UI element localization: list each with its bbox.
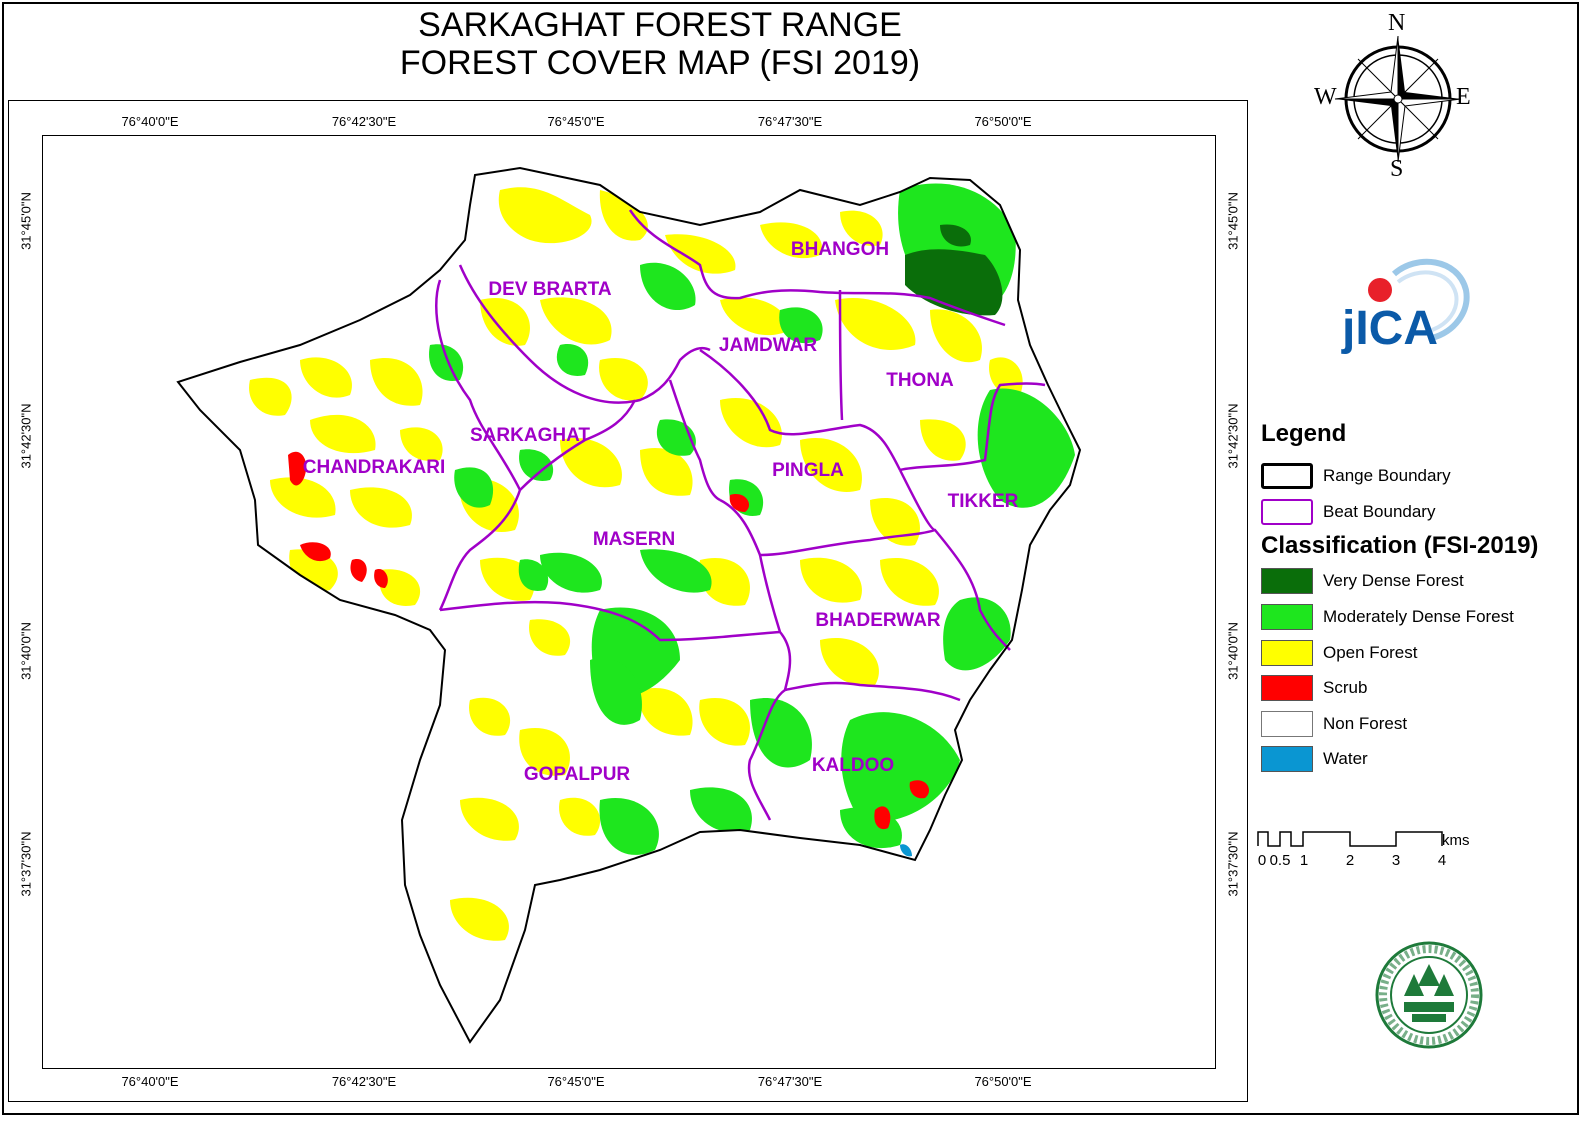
legend-label: Very Dense Forest [1323,571,1464,590]
lon-tick-bottom: 76°47'30"E [757,1074,823,1089]
scale-label: 1 [1299,852,1309,869]
lon-tick-top: 76°42'30"E [331,114,397,129]
beat-boundaries [435,209,1046,821]
lon-tick-bottom: 76°42'30"E [331,1074,397,1089]
very-dense-forest-swatch [1261,568,1313,594]
scale-label: 0.5 [1269,852,1291,869]
compass-rose-graphic [1334,35,1462,163]
forest-department-seal-icon [1374,940,1484,1050]
compass-west-label: W [1314,84,1337,110]
legend-item-class: Very Dense Forest [1261,567,1464,595]
beat-label-chandrakari: CHANDRAKARI [302,457,446,478]
beat-label-tikker: TIKKER [947,491,1019,512]
legend-label: Moderately Dense Forest [1323,607,1514,626]
scale-label: 2 [1345,852,1355,869]
lon-tick-top: 76°50'0"E [974,114,1032,129]
beat-label-jamdwar: JAMDWAR [718,335,818,356]
water-swatch [1261,746,1313,772]
scale-bar: 0 0.5 1 2 3 4 kms [1256,828,1486,878]
classification-title: Classification (FSI-2019) [1261,532,1539,559]
legend-item-class: Water [1261,745,1368,773]
range-boundary [176,166,1082,1044]
legend-item-beat-boundary: Beat Boundary [1261,498,1435,526]
legend-item-class: Scrub [1261,674,1367,702]
legend-item-class: Open Forest [1261,639,1418,667]
open-forest-swatch [1261,640,1313,666]
beat-label-dev-brarta: DEV BRARTA [488,279,612,300]
legend-label: Scrub [1323,678,1368,697]
lon-tick-bottom: 76°45'0"E [547,1074,605,1089]
legend-item-class: Moderately Dense Forest [1261,603,1514,631]
legend-title: Legend [1261,420,1347,447]
lon-tick-bottom: 76°40'0"E [121,1074,179,1089]
beat-label-bhaderwar: BHADERWAR [815,610,941,631]
non-forest-swatch [1261,711,1313,737]
map-title-line1: SARKAGHAT FOREST RANGE [418,6,902,44]
forest-class-patches [249,183,1075,998]
beat-boundary-swatch [1261,499,1313,525]
legend-label: Range Boundary [1323,466,1451,485]
jica-logo-graphic: jICA [1341,258,1470,355]
moderately-dense-forest-swatch [1261,604,1313,630]
legend-label: Water [1323,749,1368,768]
lon-tick-bottom: 76°50'0"E [974,1074,1032,1089]
legend-label: Beat Boundary [1323,502,1436,521]
scale-unit: kms [1442,832,1470,849]
scale-label: 4 [1437,852,1447,869]
lon-tick-top: 76°45'0"E [547,114,605,129]
scale-label: 3 [1391,852,1401,869]
legend-item-class: Non Forest [1261,710,1407,738]
scrub-swatch [1261,675,1313,701]
compass-east-label: E [1456,84,1471,110]
legend-label: Open Forest [1323,643,1418,662]
compass-north-label: N [1388,10,1406,36]
map-data-frame [8,100,1248,1102]
compass-rose-icon: N S E W [1310,10,1486,184]
compass-south-label: S [1390,156,1404,182]
legend-item-range-boundary: Range Boundary [1261,462,1451,490]
beat-label-pingla: PINGLA [772,460,844,481]
scale-label: 0 [1257,852,1267,869]
range-boundary-swatch [1261,463,1313,489]
lon-tick-top: 76°40'0"E [121,114,179,129]
svg-text:jICA: jICA [1341,302,1438,355]
map-title: SARKAGHAT FOREST RANGE FOREST COVER MAP … [380,6,940,82]
scrub-patches [288,451,930,830]
open-forest-patches [249,187,1023,941]
beat-label-kaldoo: KALDOO [811,755,895,776]
beat-label-masern: MASERN [592,529,676,550]
beat-label-sarkaghat: SARKAGHAT [470,425,590,446]
beat-label-thona: THONA [886,370,954,391]
scale-bar-graphic [1257,831,1443,847]
lon-tick-top: 76°47'30"E [757,114,823,129]
seal-graphic [1375,941,1483,1049]
beat-label-bhangoh: BHANGOH [790,239,890,260]
beat-label-gopalpur: GOPALPUR [523,764,631,785]
map-title-line2: FOREST COVER MAP (FSI 2019) [399,44,921,82]
jica-logo: jICA [1336,252,1476,360]
legend-label: Non Forest [1323,714,1408,733]
